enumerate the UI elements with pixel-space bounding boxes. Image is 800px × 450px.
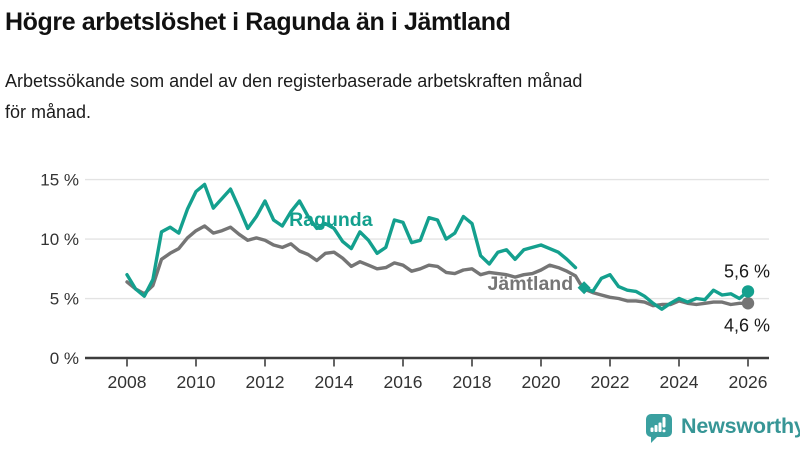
ragunda-gap-marker <box>577 281 591 295</box>
x-tick-label: 2022 <box>591 372 630 392</box>
chart-title: Högre arbetslöshet i Ragunda än i Jämtla… <box>5 8 511 36</box>
y-tick-label: 0 % <box>50 349 79 368</box>
y-tick-label: 15 % <box>40 171 79 190</box>
chart-subtitle-line-1: Arbetssökande som andel av den registerb… <box>5 71 583 91</box>
x-tick-label: 2016 <box>384 372 423 392</box>
y-tick-label: 10 % <box>40 230 79 249</box>
x-tick-label: 2010 <box>177 372 216 392</box>
jamtland-end-value: 4,6 % <box>724 315 770 335</box>
x-tick-label: 2012 <box>246 372 285 392</box>
x-tick-label: 2018 <box>453 372 492 392</box>
y-tick-label: 5 % <box>50 290 79 309</box>
x-tick-label: 2026 <box>729 372 768 392</box>
jamtland-line <box>125 224 750 308</box>
x-tick-label: 2014 <box>315 372 354 392</box>
x-tick-label: 2024 <box>660 372 699 392</box>
x-tick-label: 2020 <box>522 372 561 392</box>
ragunda-line <box>582 273 750 311</box>
brand-name: Newsworthy <box>681 414 800 438</box>
ragunda-line <box>125 182 578 298</box>
chart-subtitle-line-2: för månad. <box>5 102 92 122</box>
chart-subtitle: Arbetssökande som andel av den registerb… <box>5 66 785 128</box>
ragunda-end-dot <box>741 285 755 298</box>
x-tick-label: 2008 <box>108 372 147 392</box>
ragunda-series-label: Ragunda <box>289 209 373 231</box>
ragunda-end-value: 5,6 % <box>724 261 770 281</box>
newsworthy-icon <box>646 414 672 443</box>
jamtland-end-dot <box>741 297 755 310</box>
jamtland-series-label: Jämtland <box>488 273 574 295</box>
brand-logo[interactable]: Newsworthy <box>644 412 800 443</box>
